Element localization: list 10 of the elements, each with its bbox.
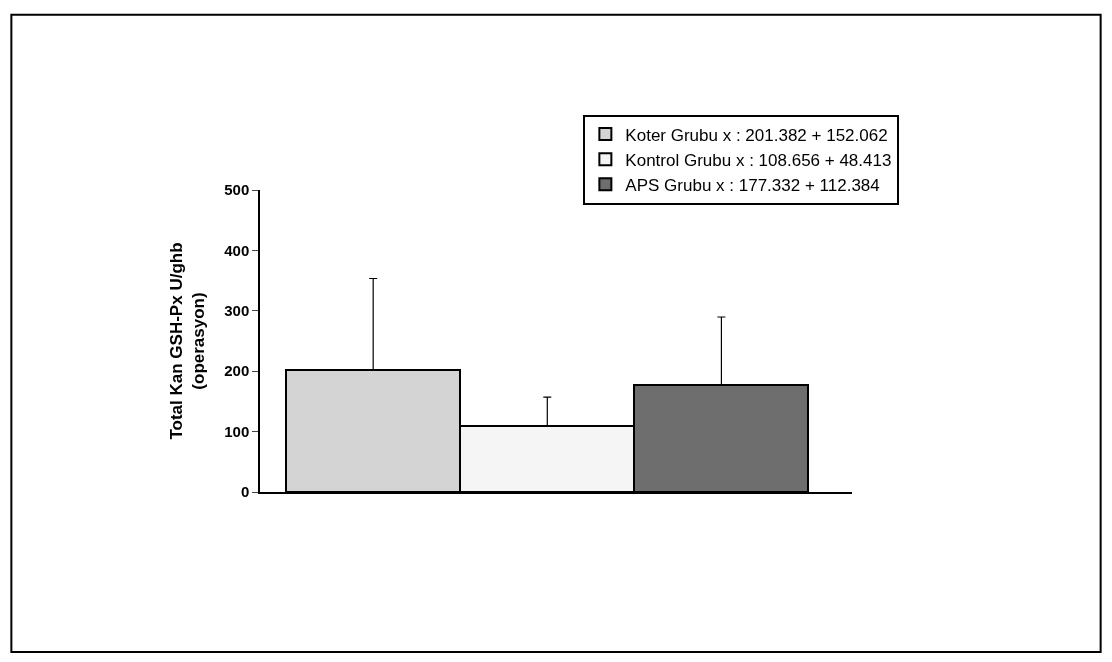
- y-tick-label: 100: [224, 422, 250, 440]
- y-tick-label: 200: [224, 362, 250, 380]
- legend-label: APS Grubu x : 177.332 + 112.384: [625, 175, 880, 195]
- y-tick-label: 300: [224, 302, 250, 320]
- legend-label: Kontrol Grubu x : 108.656 + 48.413: [625, 150, 892, 170]
- legend-label: Koter Grubu x : 201.382 + 152.062: [625, 125, 888, 145]
- y-axis-title: Total Kan GSH-Px U/ghb (operasyon): [167, 242, 209, 440]
- y-tick-label: 500: [224, 181, 250, 199]
- y-tick-label: 0: [240, 483, 250, 501]
- y-tick-label: 400: [224, 241, 250, 259]
